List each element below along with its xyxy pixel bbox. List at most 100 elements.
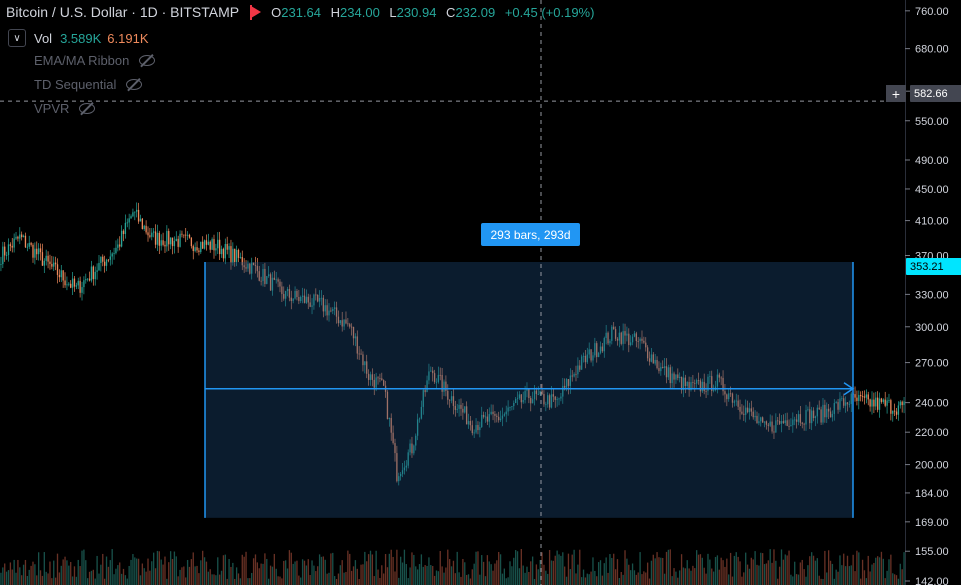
candle-body — [707, 376, 709, 392]
candle-body — [79, 280, 81, 293]
volume-bar — [247, 578, 249, 585]
volume-bar — [518, 568, 521, 585]
hidden-eye-icon[interactable] — [139, 55, 156, 66]
volume-bar — [584, 577, 587, 585]
candle-body — [139, 218, 142, 222]
candle-body — [243, 265, 245, 268]
candle-body — [375, 377, 377, 388]
candle-body — [224, 243, 226, 259]
candle-body — [735, 400, 737, 402]
volume-bar — [899, 563, 901, 585]
volume-bar — [875, 557, 877, 585]
candle-body — [381, 378, 383, 381]
price-tick-label: 760.00 — [915, 6, 949, 18]
candle-body — [729, 393, 732, 395]
candle-body — [788, 425, 790, 427]
volume-bar — [384, 553, 387, 585]
symbol-title[interactable]: Bitcoin / U.S. Dollar · 1D · BITSTAMP — [6, 4, 240, 20]
candle-body — [481, 414, 483, 428]
volume-bar — [467, 574, 470, 585]
volume-bar — [616, 559, 619, 585]
candle-body — [771, 421, 773, 432]
volume-bar — [177, 576, 179, 585]
open-label: O — [271, 4, 282, 20]
volume-bar — [420, 554, 423, 585]
volume-bar — [137, 558, 140, 585]
candle-body — [254, 264, 257, 266]
volume-bar — [87, 578, 89, 585]
volume-label: Vol — [34, 30, 53, 46]
volume-bar — [275, 568, 277, 585]
candle-body — [643, 340, 645, 343]
candle-body — [145, 225, 147, 233]
hidden-eye-icon[interactable] — [79, 103, 96, 114]
volume-bar — [541, 552, 543, 585]
candle-body — [371, 374, 374, 380]
volume-bar — [235, 567, 238, 585]
hidden-eye-icon[interactable] — [126, 79, 143, 90]
volume-bar — [507, 577, 509, 585]
candle-body — [153, 231, 155, 233]
candle-body — [398, 476, 400, 482]
volume-bar — [126, 578, 128, 585]
volume-bar — [124, 575, 127, 585]
candle-body — [464, 406, 466, 413]
volume-bar — [556, 550, 558, 585]
candle-body — [812, 410, 815, 419]
volume-indicator[interactable]: ∨ Vol 3.589K 6.191K — [8, 29, 148, 47]
volume-bar — [594, 570, 596, 585]
date-price-range-tool[interactable] — [204, 261, 855, 518]
volume-bar — [741, 576, 743, 585]
price-tick-label: 240.00 — [915, 398, 949, 410]
candle-body — [266, 276, 268, 284]
candle-body — [699, 380, 702, 392]
volume-bar — [213, 574, 215, 585]
candle-body — [456, 408, 458, 410]
volume-bar — [53, 560, 55, 585]
collapse-chevron-icon[interactable]: ∨ — [8, 29, 26, 47]
candle-body — [45, 255, 47, 261]
indicator-ema-ribbon[interactable]: EMA/MA Ribbon — [34, 53, 156, 68]
volume-bar — [878, 557, 881, 585]
volume-bar — [407, 578, 409, 585]
candle-body — [886, 400, 888, 406]
candle-body — [305, 296, 308, 303]
candle-body — [367, 373, 370, 380]
candle-body — [235, 249, 238, 262]
candle-body — [769, 421, 771, 426]
candle-body — [377, 377, 379, 379]
volume-bar — [119, 562, 121, 585]
candle-body — [94, 271, 96, 280]
candle-body — [352, 326, 355, 339]
candle-body — [303, 295, 306, 303]
candle-body — [552, 394, 555, 397]
candle-body — [799, 414, 802, 423]
volume-bar — [358, 578, 360, 585]
volume-bar — [156, 550, 159, 585]
volume-bar — [13, 559, 15, 585]
volume-bar — [754, 551, 756, 585]
candle-body — [53, 262, 55, 267]
candle-body — [897, 405, 900, 415]
candle-body — [307, 296, 309, 303]
candle-body — [860, 395, 862, 397]
indicator-vpvr[interactable]: VPVR — [34, 101, 96, 116]
candle-body — [420, 406, 423, 419]
volume-bar — [209, 569, 211, 585]
volume-bar — [37, 552, 40, 585]
volume-bar — [115, 568, 117, 585]
candle-body — [268, 274, 270, 277]
flag-icon[interactable] — [250, 5, 262, 20]
candle-body — [437, 374, 440, 382]
add-plus-icon[interactable]: + — [886, 85, 906, 102]
volume-bar — [848, 566, 851, 585]
candle-body — [279, 281, 281, 287]
volume-bar — [437, 571, 440, 585]
candle-body — [509, 406, 511, 408]
candle-body — [122, 230, 125, 234]
volume-bar — [169, 551, 172, 585]
indicator-td-sequential[interactable]: TD Sequential — [34, 77, 143, 92]
volume-bar — [628, 564, 630, 585]
volume-bar — [739, 561, 741, 585]
